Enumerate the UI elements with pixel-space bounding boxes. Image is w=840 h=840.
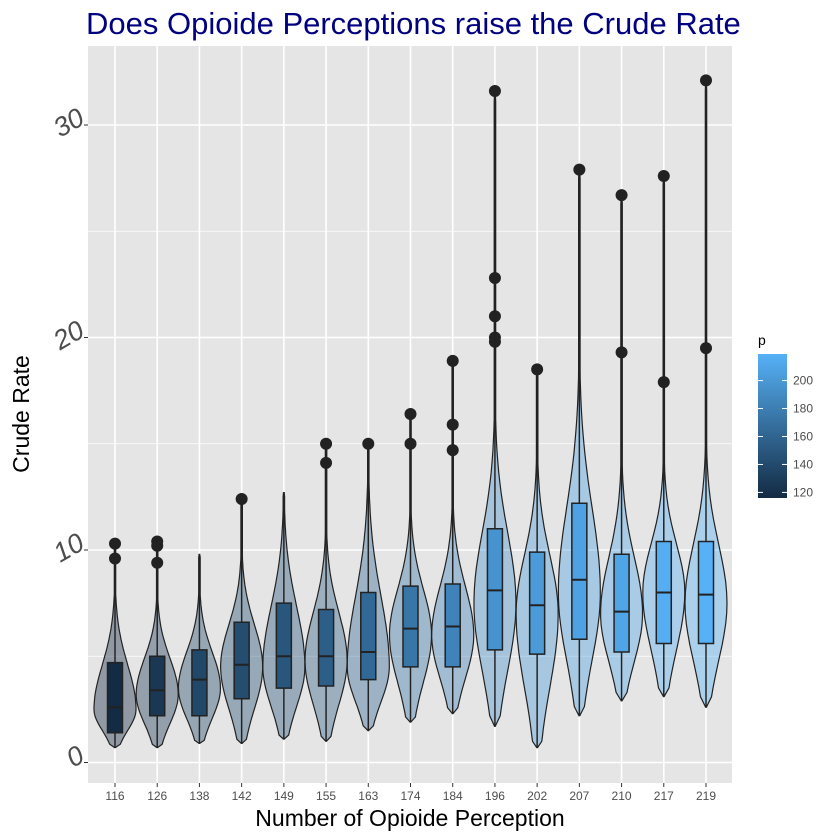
violin-group-184 <box>431 354 475 715</box>
legend-tick-label: 140 <box>793 457 813 471</box>
x-tick-label: 217 <box>654 789 674 803</box>
x-tick-label: 126 <box>147 789 167 803</box>
box <box>571 502 588 640</box>
violin-group-163 <box>346 437 390 732</box>
violin-group-155 <box>304 437 348 742</box>
x-tick-label: 184 <box>443 789 463 803</box>
box <box>444 583 461 668</box>
x-tick-label: 163 <box>358 789 378 803</box>
legend-tick-label: 120 <box>793 485 813 499</box>
y-tick-label: 30 <box>48 102 89 143</box>
box <box>528 551 546 655</box>
legend-tick-label: 200 <box>793 374 813 388</box>
y-tick-label: 0 <box>61 740 89 773</box>
violin-group-202 <box>515 363 559 749</box>
outlier-point <box>235 493 248 505</box>
legend-colorbar <box>758 354 787 498</box>
box <box>191 649 208 717</box>
violin-group-126 <box>135 535 179 749</box>
x-tick-label: 138 <box>189 789 209 803</box>
x-tick-label: 210 <box>612 789 632 803</box>
color-legend: p 200 180 160 140 120 <box>758 332 813 499</box>
legend-title: p <box>758 332 766 348</box>
x-tick-label: 155 <box>316 789 336 803</box>
x-tick-label: 116 <box>105 789 124 803</box>
x-tick-label: 196 <box>485 789 505 803</box>
legend-tick-label: 160 <box>793 429 813 443</box>
y-tick-label: 10 <box>48 527 89 568</box>
legend-tick-label: 180 <box>793 402 813 416</box>
violin-group-219 <box>684 74 728 708</box>
x-axis-title: Number of Opioide Perception <box>255 805 564 831</box>
violin-group-217 <box>642 170 686 698</box>
x-tick-label: 149 <box>274 789 294 803</box>
y-axis: 0 10 20 30 <box>47 102 89 773</box>
box <box>697 540 715 645</box>
outlier-point <box>404 408 417 420</box>
box <box>148 655 166 717</box>
box <box>275 602 293 689</box>
x-tick-label: 219 <box>696 789 716 803</box>
box <box>106 661 124 734</box>
box <box>317 608 335 687</box>
outlier-point <box>320 437 333 450</box>
chart-title: Does Opioide Perceptions raise the Crude… <box>86 6 741 41</box>
box <box>402 585 419 668</box>
box <box>233 621 250 700</box>
violin-group-138 <box>177 553 221 744</box>
outlier-point <box>446 354 459 367</box>
box <box>486 528 504 651</box>
box <box>360 591 377 681</box>
x-tick-label: 142 <box>232 789 252 803</box>
outlier-point <box>488 85 501 97</box>
outlier-point <box>362 437 375 450</box>
violin-group-207 <box>557 163 601 717</box>
x-tick-label: 174 <box>400 789 420 803</box>
violin-group-116 <box>93 537 137 749</box>
violin-group-174 <box>388 408 433 723</box>
outlier-point <box>531 363 544 376</box>
y-tick-label: 20 <box>47 315 89 357</box>
violin-group-196 <box>473 85 517 727</box>
outlier-point <box>151 535 164 548</box>
legend-ticks: 200 180 160 140 120 <box>758 374 813 499</box>
box <box>613 553 630 653</box>
violin-layer <box>93 74 728 749</box>
outlier-point <box>109 537 121 550</box>
outlier-point <box>573 163 586 176</box>
violin-group-142 <box>219 493 264 744</box>
x-tick-label: 202 <box>527 789 547 803</box>
violin-group-149 <box>262 492 306 740</box>
outlier-point <box>657 170 670 182</box>
outlier-point <box>615 189 628 202</box>
violin-group-210 <box>599 189 644 702</box>
x-axis: 116 126 138 142 149 155 163 174 184 196 202 207 210 2… <box>105 783 716 803</box>
x-tick-label: 207 <box>569 789 589 803</box>
outlier-point <box>700 74 712 87</box>
y-axis-title: Crude Rate <box>8 355 34 473</box>
